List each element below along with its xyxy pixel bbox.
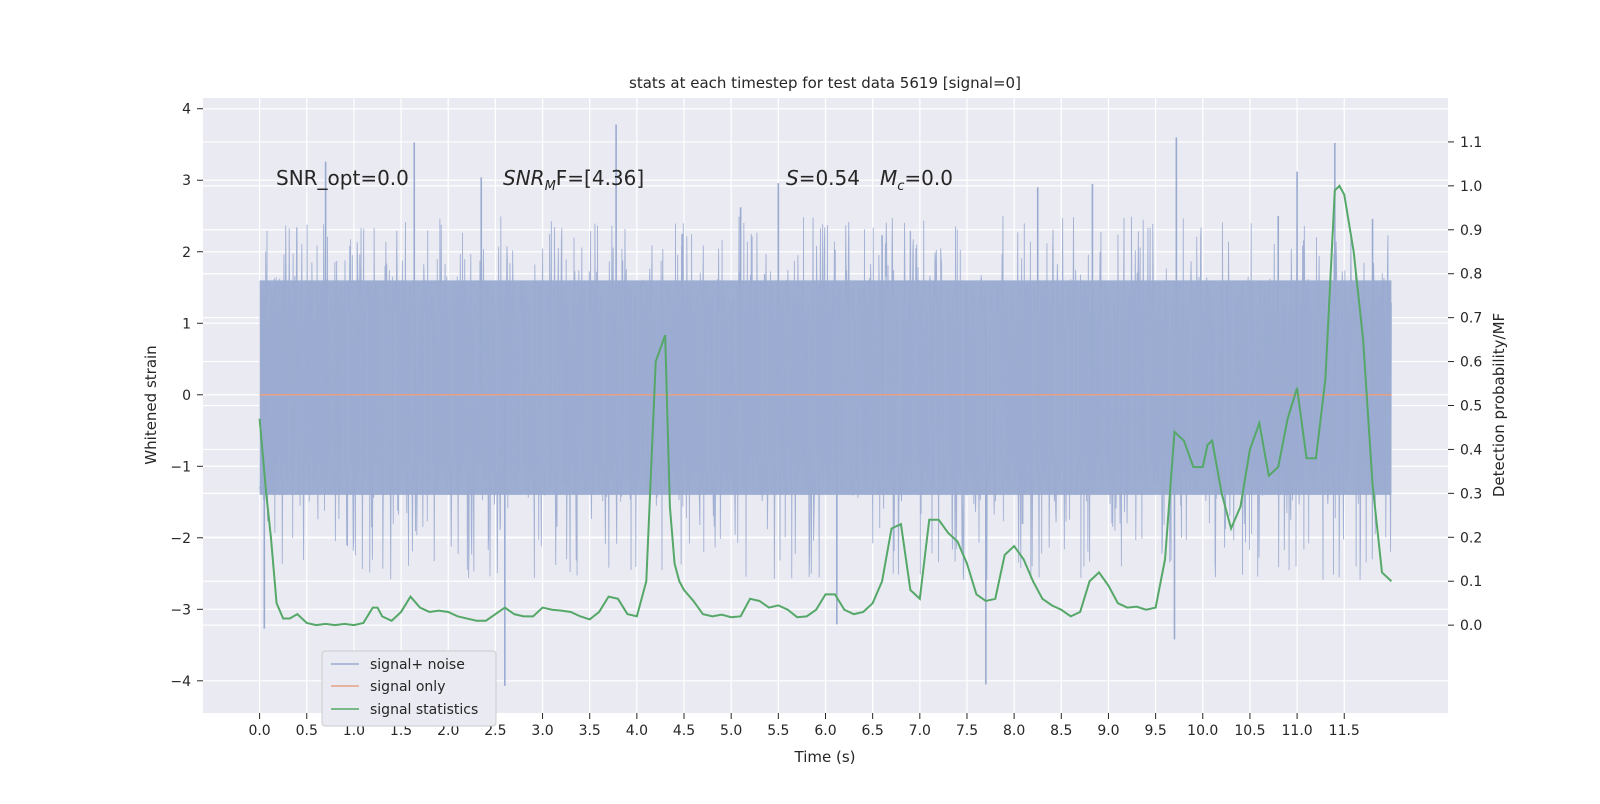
left-y-tick-label: −3 [170, 602, 191, 618]
left-y-tick-label: 2 [182, 245, 191, 261]
right-y-tick-label: 0.5 [1460, 399, 1482, 415]
x-axis-ticks: 0.0 0.5 1.0 1.5 2.0 2.5 3.0 3.5 4.0 4.5 5.0 5.5 6.0 6… [248, 713, 1360, 739]
s-label: S [786, 166, 799, 190]
left-y-axis-label: Whitened strain [142, 345, 160, 464]
x-tick-label: 2.0 [437, 723, 459, 739]
x-tick-label: 0.5 [296, 723, 318, 739]
signal-statistics-line [258, 184, 1393, 627]
snr-mf-base: SNR [503, 166, 545, 190]
x-tick-label: 3.0 [531, 723, 553, 739]
mc-sub: c [897, 179, 904, 194]
x-tick-label: 7.5 [956, 723, 978, 739]
left-y-tick-label: 0 [182, 388, 191, 404]
x-tick-label: 4.0 [626, 723, 648, 739]
x-tick-label: 7.0 [909, 723, 931, 739]
left-y-tick-label: 1 [182, 316, 191, 332]
legend-label-signal-only: signal only [370, 679, 445, 695]
mc-value: =0.0 [904, 166, 953, 190]
x-tick-label: 8.5 [1050, 723, 1072, 739]
x-tick-label: 9.0 [1097, 723, 1119, 739]
annotation-snr-mf: SNRMF=[4.36] [503, 166, 644, 194]
mc-label: M [880, 166, 897, 190]
right-y-tick-label: 0.3 [1460, 486, 1482, 502]
x-tick-label: 1.5 [390, 723, 412, 739]
x-tick-label: 6.5 [862, 723, 884, 739]
x-tick-label: 2.5 [484, 723, 506, 739]
right-y-tick-label: 0.8 [1460, 267, 1482, 283]
right-y-tick-label: 1.1 [1460, 135, 1482, 151]
chart-title: stats at each timestep for test data 561… [629, 74, 1021, 92]
snr-mf-tail: F=[4.36] [556, 166, 644, 190]
series-signal-statistics [258, 184, 1393, 627]
snr-mf-sub: M [545, 179, 556, 194]
left-y-tick-label: 3 [182, 173, 191, 189]
left-y-axis-ticks: 4 3 2 1 0 −1 −2 −3 −4 [170, 102, 203, 690]
x-tick-label: 1.0 [343, 723, 365, 739]
x-tick-label: 0.0 [248, 723, 270, 739]
right-y-tick-label: 0.9 [1460, 223, 1482, 239]
x-tick-label: 5.0 [720, 723, 742, 739]
left-y-tick-label: −2 [170, 531, 191, 547]
x-tick-label: 6.0 [814, 723, 836, 739]
x-tick-label: 10.5 [1234, 723, 1265, 739]
right-y-tick-label: 0.6 [1460, 355, 1482, 371]
right-y-axis-ticks: 1.1 1.0 0.9 0.8 0.7 0.6 0.5 0.4 0.3 0.2 0.1 0.0 [1448, 135, 1482, 634]
series-signal-plus-noise [259, 124, 1392, 686]
x-tick-label: 4.5 [673, 723, 695, 739]
noise-trace [259, 216, 1392, 580]
legend-label-signal-statistics: signal statistics [370, 702, 478, 718]
right-y-tick-label: 0.7 [1460, 311, 1482, 327]
right-y-tick-label: 0.2 [1460, 530, 1482, 546]
x-tick-label: 3.5 [579, 723, 601, 739]
annotation-s: S=0.54 [786, 166, 860, 190]
x-tick-label: 5.5 [767, 723, 789, 739]
left-y-tick-label: −1 [170, 459, 191, 475]
legend: signal+ noise signal only signal statist… [321, 650, 497, 727]
right-y-tick-label: 0.0 [1460, 618, 1482, 634]
x-axis-label: Time (s) [794, 748, 856, 766]
right-y-tick-label: 1.0 [1460, 179, 1482, 195]
right-y-axis-label: Detection probability/MF [1490, 313, 1508, 497]
x-tick-label: 8.0 [1003, 723, 1025, 739]
left-y-tick-label: 4 [182, 102, 191, 118]
x-tick-label: 11.0 [1282, 723, 1313, 739]
legend-box [321, 650, 497, 727]
annotation-mc: Mc=0.0 [880, 166, 953, 194]
annotation-snr-opt: SNR_opt=0.0 [276, 166, 409, 190]
right-y-tick-label: 0.1 [1460, 574, 1482, 590]
s-value: =0.54 [799, 166, 860, 190]
legend-label-signal-plus-noise: signal+ noise [370, 657, 465, 673]
left-y-tick-label: −4 [170, 674, 191, 690]
right-y-tick-label: 0.4 [1460, 442, 1482, 458]
x-tick-label: 11.5 [1329, 723, 1360, 739]
x-tick-label: 9.5 [1144, 723, 1166, 739]
x-tick-label: 10.0 [1187, 723, 1218, 739]
